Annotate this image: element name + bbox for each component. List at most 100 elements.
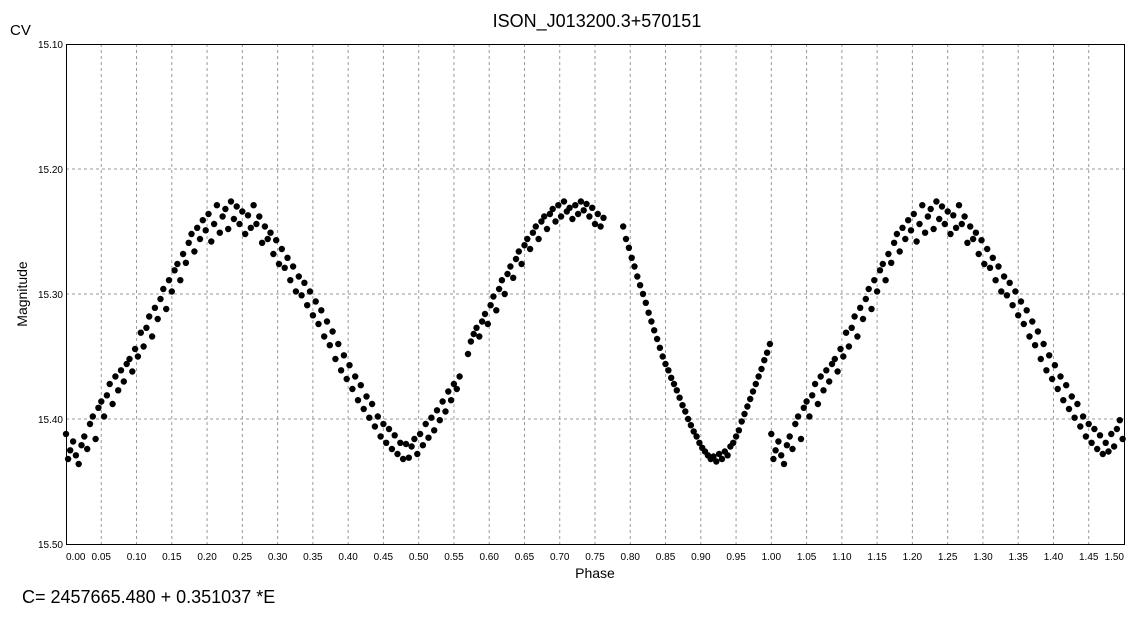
data-point	[1006, 279, 1013, 286]
data-point	[281, 264, 288, 271]
data-point	[340, 352, 348, 359]
data-point	[253, 220, 260, 228]
data-point	[227, 198, 235, 205]
data-point	[752, 380, 759, 388]
data-point	[321, 333, 328, 340]
x-tick-label: 0.60	[479, 552, 499, 563]
data-point	[306, 288, 314, 295]
x-tick-label: 0.65	[515, 552, 535, 563]
data-point	[933, 198, 940, 205]
data-point	[439, 398, 446, 405]
data-point	[287, 277, 294, 284]
data-point	[273, 237, 280, 244]
data-point	[112, 373, 119, 380]
data-point	[109, 400, 116, 408]
data-point	[955, 202, 963, 209]
data-point	[208, 238, 215, 245]
data-point	[507, 263, 514, 270]
data-point	[78, 442, 85, 449]
data-point	[828, 360, 836, 368]
data-point	[947, 230, 954, 238]
data-point	[230, 215, 238, 223]
data-point	[1034, 328, 1042, 335]
data-point	[848, 324, 855, 331]
data-point	[557, 213, 565, 220]
data-point	[84, 445, 91, 453]
data-point	[747, 395, 754, 403]
data-point	[967, 223, 974, 230]
data-point	[1026, 333, 1033, 340]
data-point	[436, 417, 443, 424]
data-point	[388, 445, 396, 453]
plot-frame	[66, 44, 1125, 545]
data-point	[670, 380, 678, 388]
data-point	[216, 229, 223, 236]
band-label: CV	[10, 22, 31, 39]
data-point	[811, 380, 819, 388]
data-point	[498, 277, 506, 284]
x-tick-label: 0.05	[92, 552, 112, 563]
data-point	[1040, 340, 1047, 348]
x-tick-label: 1.25	[938, 552, 958, 563]
data-point	[930, 225, 937, 233]
data-point	[1043, 367, 1050, 374]
data-point	[927, 205, 934, 213]
data-point	[191, 248, 198, 255]
data-point	[188, 230, 195, 238]
data-point	[326, 342, 333, 349]
data-point	[490, 293, 497, 300]
data-point	[755, 373, 762, 380]
data-point	[526, 245, 534, 253]
data-point	[724, 452, 731, 459]
data-point	[586, 213, 593, 220]
data-point	[648, 318, 655, 325]
data-point	[1091, 425, 1098, 433]
x-tick-label: 0.90	[691, 552, 711, 563]
x-tick-label: 0.50	[409, 552, 429, 563]
data-point	[651, 327, 658, 334]
data-point	[780, 460, 788, 468]
x-tick-label: 0.85	[656, 552, 676, 563]
data-point	[258, 239, 266, 246]
data-point	[546, 210, 554, 218]
data-point	[535, 235, 542, 243]
data-point	[834, 368, 841, 375]
data-point	[693, 433, 700, 440]
data-point	[628, 254, 635, 261]
data-point	[696, 439, 703, 446]
x-tick-label: 0.70	[550, 552, 570, 563]
data-point	[146, 313, 153, 320]
data-point	[335, 340, 342, 348]
data-point	[936, 215, 943, 223]
data-point	[120, 378, 128, 385]
data-point	[916, 220, 923, 228]
data-point	[399, 455, 407, 463]
data-point	[242, 230, 249, 238]
data-point	[312, 298, 319, 305]
data-point	[239, 208, 246, 215]
data-point	[859, 315, 867, 323]
x-tick-label: 0.55	[444, 552, 464, 563]
data-point	[992, 277, 999, 284]
data-point	[419, 442, 427, 449]
data-point	[318, 307, 325, 314]
data-point	[512, 255, 520, 263]
data-point	[1051, 362, 1059, 369]
x-tick-label: 0.45	[374, 552, 394, 563]
data-point	[1085, 420, 1092, 428]
data-point	[583, 200, 590, 208]
data-point	[165, 277, 173, 284]
x-tick-label: 0.00	[66, 552, 86, 563]
data-point	[893, 230, 901, 238]
data-point	[157, 295, 164, 303]
data-point	[679, 402, 686, 409]
data-point	[343, 375, 350, 383]
data-point	[580, 207, 587, 214]
data-point	[984, 245, 991, 253]
y-axis-label: Magnitude	[14, 261, 30, 327]
data-point	[278, 245, 285, 253]
data-point	[247, 224, 254, 231]
data-point	[842, 329, 850, 336]
data-point	[213, 202, 221, 209]
